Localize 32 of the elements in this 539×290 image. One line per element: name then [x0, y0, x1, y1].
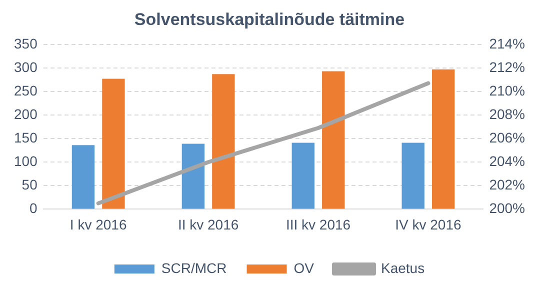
bar	[322, 71, 345, 209]
x-tick-label: III kv 2016	[286, 216, 351, 232]
x-tick-label: IV kv 2016	[395, 216, 462, 232]
y2-tick-label: 212%	[489, 58, 526, 75]
legend-label: SCR/MCR	[161, 260, 227, 276]
y2-tick-label: 210%	[489, 82, 526, 98]
x-tick-label: I kv 2016	[70, 216, 127, 232]
y2-tick-label: 204%	[489, 152, 526, 169]
y2-tick-label: 200%	[489, 200, 526, 216]
bar	[402, 142, 424, 209]
bar	[292, 142, 314, 209]
y-tick-label: 250	[14, 82, 38, 98]
bar	[432, 69, 455, 209]
y-tick-label: 350	[14, 35, 38, 52]
y-tick-label: 0	[30, 200, 38, 216]
y2-tick-label: 202%	[489, 176, 526, 193]
y-tick-label: 150	[14, 129, 38, 146]
y-tick-label: 300	[14, 58, 38, 75]
y2-tick-label: 214%	[489, 35, 526, 52]
x-tick-label: II kv 2016	[178, 216, 239, 232]
legend-label: Kaetus	[380, 260, 425, 276]
y2-tick-label: 208%	[489, 106, 526, 122]
y2-tick-label: 206%	[489, 129, 526, 146]
bar	[102, 78, 125, 209]
bar	[72, 145, 95, 209]
legend-label: OV	[294, 260, 315, 276]
chart-title: Solventsuskapitalinõude täitmine	[134, 10, 405, 29]
y-tick-label: 200	[14, 106, 38, 122]
bar	[182, 144, 205, 209]
bar	[212, 74, 235, 209]
y-tick-label: 100	[14, 152, 38, 169]
y-tick-label: 50	[22, 176, 38, 193]
